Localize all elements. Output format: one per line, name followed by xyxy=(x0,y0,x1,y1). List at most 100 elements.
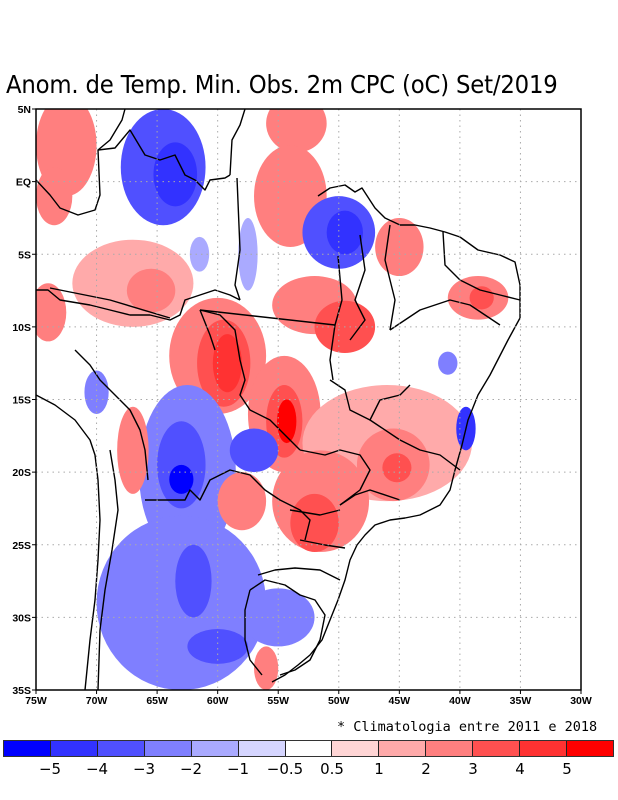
state-ro xyxy=(199,309,216,351)
colorbar-box-11 xyxy=(520,741,568,756)
anomaly-field xyxy=(36,109,509,690)
lat-tick-label: 30S xyxy=(12,612,31,624)
anomaly-blob-3 xyxy=(153,142,198,207)
state-para-tocantins xyxy=(329,255,343,381)
anomaly-blob-35 xyxy=(117,406,149,494)
anomaly-blob-27 xyxy=(382,453,412,483)
state-mt-north xyxy=(199,309,336,326)
border-argentina-chile xyxy=(97,449,119,690)
anomaly-blob-12 xyxy=(189,236,210,272)
anomaly-blob-39 xyxy=(187,628,248,664)
lon-tick-label: 40W xyxy=(449,695,471,707)
anomaly-blob-13 xyxy=(238,217,258,291)
anomaly-blob-42 xyxy=(217,472,267,531)
colorbar-box-12 xyxy=(567,741,613,756)
colorbar xyxy=(3,740,614,757)
anomaly-blob-34 xyxy=(229,428,279,473)
lon-tick-label: 75W xyxy=(25,695,47,707)
anomaly-blob-1 xyxy=(36,167,73,226)
colorbar-label: 1 xyxy=(374,760,384,778)
colorbar-label: −0.5 xyxy=(266,760,304,778)
lon-tick-label: 30W xyxy=(570,695,592,707)
state-mg xyxy=(369,419,461,471)
lon-tick-label: 55W xyxy=(267,695,289,707)
anomaly-blob-4 xyxy=(266,109,327,153)
colorbar-box-7 xyxy=(332,741,380,756)
anomaly-blob-36 xyxy=(84,370,109,415)
colorbar-label: 4 xyxy=(515,760,525,778)
border-uruguay xyxy=(249,579,326,676)
chart-title: Anom. de Temp. Min. Obs. 2m CPC (oC) Set… xyxy=(6,70,558,99)
border-paraguay xyxy=(145,469,311,541)
lon-tick-label: 45W xyxy=(389,695,411,707)
anomaly-blob-7 xyxy=(326,210,364,255)
colorbar-label: −5 xyxy=(38,760,62,778)
colorbar-label: 0.5 xyxy=(320,760,344,778)
lat-tick-label: 25S xyxy=(12,540,31,552)
anomaly-blob-24 xyxy=(438,351,458,375)
anomaly-blob-32 xyxy=(157,421,206,509)
colorbar-box-10 xyxy=(473,741,521,756)
border-bolivia-west xyxy=(74,349,149,481)
country-state-borders xyxy=(36,109,521,690)
colorbar-box-5 xyxy=(238,741,286,756)
colorbar-box-6 xyxy=(285,741,333,756)
colorbar-box-3 xyxy=(144,741,192,756)
anomaly-blob-33 xyxy=(169,464,194,494)
colorbar-labels: −5 −4 −3 −2 −1 −0.5 0.5 1 2 3 4 5 xyxy=(0,760,618,780)
colorbar-label: 3 xyxy=(468,760,478,778)
border-bolivia-brazil xyxy=(199,309,301,451)
state-sc xyxy=(299,539,346,549)
lon-tick-label: 65W xyxy=(146,695,168,707)
state-ceara xyxy=(442,231,461,281)
colorbar-label: −3 xyxy=(132,760,156,778)
grid-lines xyxy=(36,109,581,690)
anomaly-blob-18 xyxy=(212,334,242,393)
state-pernambuco xyxy=(459,279,521,301)
state-rs xyxy=(257,567,341,581)
lat-tick-label: 20S xyxy=(12,467,31,479)
colorbar-box-8 xyxy=(379,741,427,756)
colorbar-label: 2 xyxy=(421,760,431,778)
lat-tick-label: 5S xyxy=(18,249,31,261)
state-bahia xyxy=(389,299,501,331)
anomaly-blob-23 xyxy=(469,286,494,310)
lon-tick-label: 60W xyxy=(207,695,229,707)
lat-tick-label: 10S xyxy=(12,322,31,334)
lon-tick-label: 35W xyxy=(510,695,532,707)
axis-ticks: 75W 70W 65W 60W 55W 50W 45W 40W 35W 30W 5N EQ 5S 10S 1… xyxy=(12,104,592,707)
lat-tick-label: 15S xyxy=(12,395,31,407)
colorbar-box-4 xyxy=(191,741,239,756)
colorbar-label: 5 xyxy=(562,760,572,778)
state-piaui xyxy=(384,224,396,331)
lat-tick-label: EQ xyxy=(16,177,31,189)
state-sp xyxy=(339,489,401,506)
state-amazonas-para xyxy=(234,177,241,301)
border-guianas xyxy=(229,109,246,176)
lat-tick-label: 5N xyxy=(18,104,31,116)
state-tocantins-maranhao xyxy=(349,234,366,341)
border-peru-brazil xyxy=(36,289,241,321)
state-pr xyxy=(289,509,341,516)
anomaly-blob-29 xyxy=(290,493,339,553)
anomaly-map: 75W 70W 65W 60W 55W 50W 45W 40W 35W 30W 5N EQ 5S 10S 1… xyxy=(12,104,592,707)
border-venezuela xyxy=(97,129,231,191)
colorbar-box-1 xyxy=(50,741,98,756)
border-uruguay-argentina xyxy=(244,589,263,676)
anomaly-blob-10 xyxy=(126,268,176,313)
colorbar-box-2 xyxy=(97,741,145,756)
lat-tick-label: 35S xyxy=(12,685,31,697)
colorbar-label: −1 xyxy=(226,760,250,778)
lon-tick-label: 50W xyxy=(328,695,350,707)
state-ac-am xyxy=(49,287,171,319)
lon-tick-label: 70W xyxy=(86,695,108,707)
border-west xyxy=(36,109,126,216)
colorbar-box-0 xyxy=(4,741,51,756)
border-chile xyxy=(36,394,101,690)
climatology-footnote: * Climatologia entre 2011 e 2018 xyxy=(337,719,598,735)
colorbar-label: −2 xyxy=(179,760,203,778)
colorbar-label: −4 xyxy=(85,760,109,778)
coastline-east xyxy=(271,184,521,683)
anomaly-blob-41 xyxy=(254,646,279,690)
colorbar-box-9 xyxy=(426,741,474,756)
